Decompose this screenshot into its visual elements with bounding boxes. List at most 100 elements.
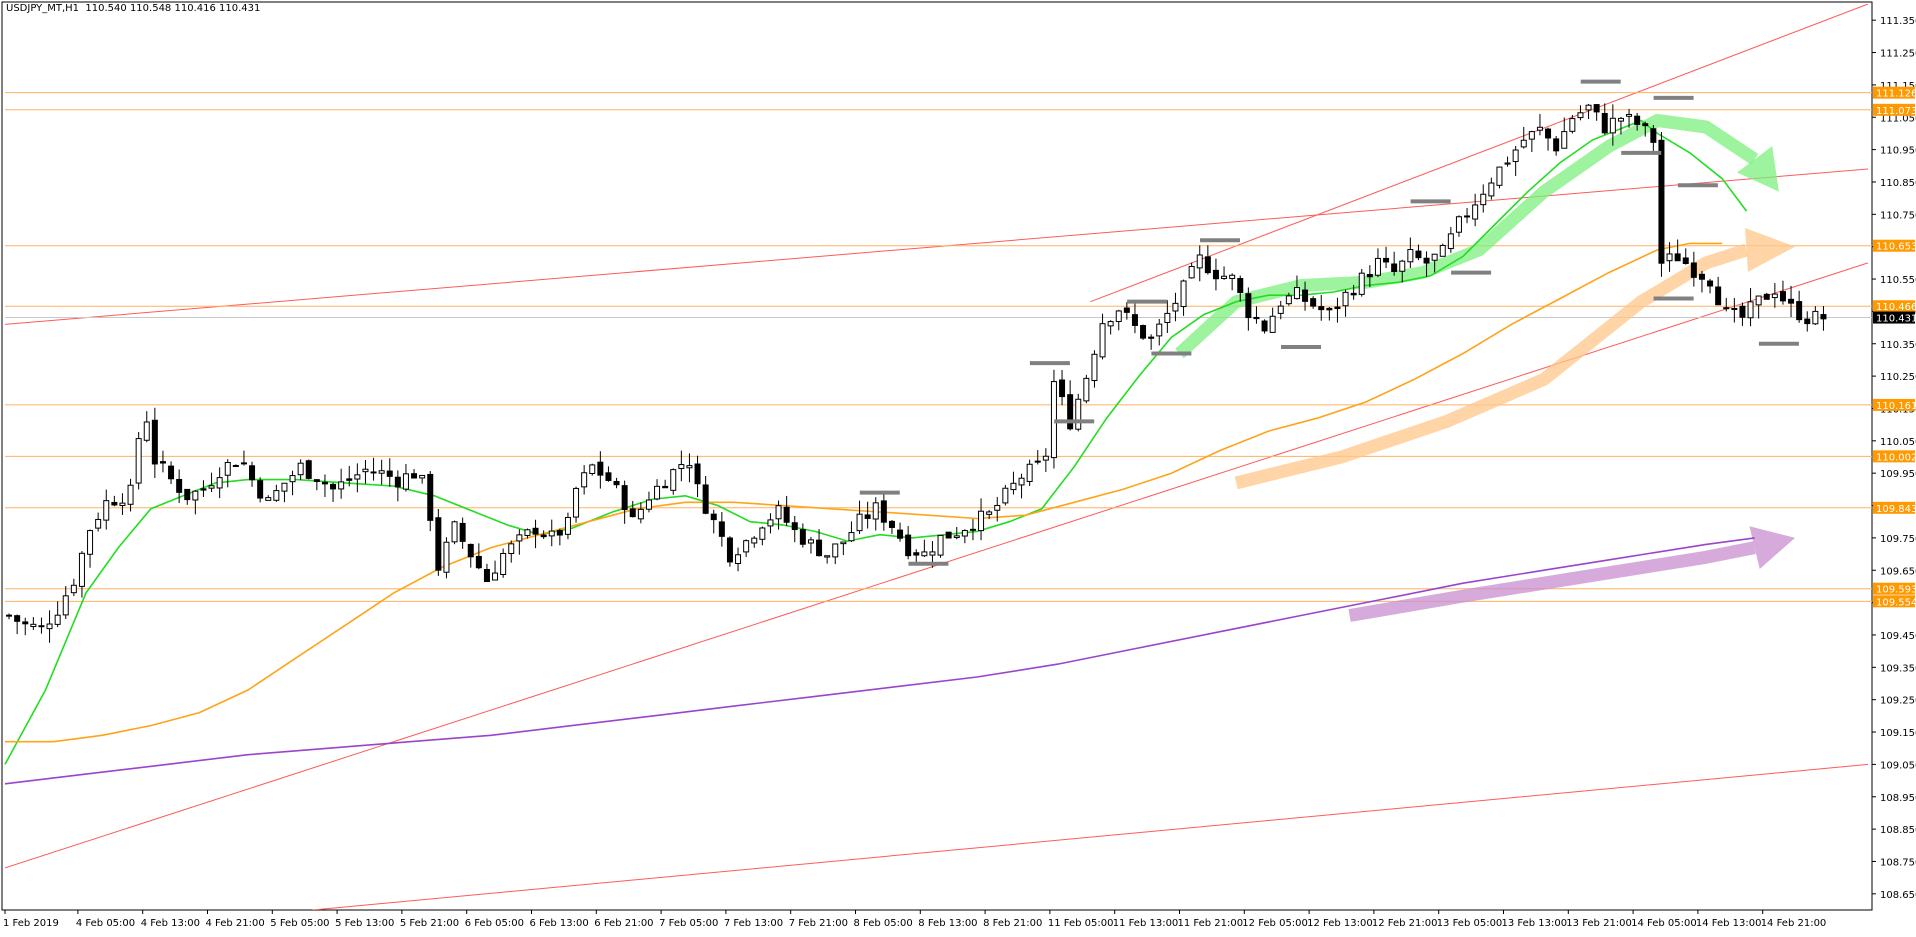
candle-body <box>888 520 895 528</box>
candle-body <box>451 521 458 543</box>
candle-body <box>1739 305 1746 318</box>
level-price-tag <box>1873 582 1915 595</box>
candle-body <box>1666 253 1673 262</box>
candle-body <box>581 472 588 488</box>
candle-body <box>1642 123 1649 127</box>
trend-arrow-shaft <box>1234 243 1749 490</box>
candle-body <box>1512 149 1519 163</box>
candle-body <box>629 508 636 518</box>
y-axis-tick-label: 109.350 <box>1880 663 1916 674</box>
candle-body <box>103 500 110 521</box>
candle-body <box>791 522 798 531</box>
candle-body <box>1480 193 1487 206</box>
candle-body <box>1002 487 1009 504</box>
candle-body <box>848 532 855 542</box>
candle-body <box>564 516 571 535</box>
candle-body <box>816 539 823 557</box>
candle-body <box>1091 353 1098 382</box>
candle-body <box>694 463 701 485</box>
candle-body <box>799 529 806 545</box>
candle-body <box>1763 293 1770 300</box>
candle-body <box>1342 291 1349 307</box>
candle-body <box>483 569 490 582</box>
candle-body <box>1067 394 1074 430</box>
trend-arrow-head <box>1749 526 1796 569</box>
x-axis-tick-label: 8 Feb 05:00 <box>854 918 913 929</box>
x-axis-tick-label: 12 Feb 13:00 <box>1307 918 1373 929</box>
candle-body <box>621 485 628 511</box>
candle-body <box>1472 204 1479 220</box>
candle-body <box>176 478 183 493</box>
candle-body <box>743 540 750 553</box>
candle-body <box>1561 131 1568 149</box>
candle-body <box>1536 126 1543 131</box>
candle-body <box>46 623 53 630</box>
candle-body <box>119 502 126 507</box>
candle-body <box>281 482 288 492</box>
trend-arrow-shaft <box>1175 114 1759 359</box>
y-axis-tick-label: 111.050 <box>1880 113 1916 124</box>
candle-body <box>1285 295 1292 305</box>
candle-body <box>1820 314 1827 320</box>
y-axis-tick-label: 110.350 <box>1880 340 1916 351</box>
candle-body <box>556 530 563 536</box>
candle-body <box>232 464 239 467</box>
candle-body <box>1715 286 1722 306</box>
y-axis-tick-label: 109.950 <box>1880 469 1916 480</box>
y-axis-tick-label: 108.950 <box>1880 793 1916 804</box>
candle-body <box>1617 117 1624 122</box>
candle-body <box>192 490 199 501</box>
candle-body <box>1439 244 1446 257</box>
candle-body <box>492 572 499 581</box>
candle-body <box>1723 307 1730 310</box>
candle-body <box>961 530 968 537</box>
candle-body <box>257 480 264 499</box>
x-axis-tick-label: 11 Feb 05:00 <box>1048 918 1114 929</box>
x-axis-tick-label: 11 Feb 21:00 <box>1178 918 1244 929</box>
candle-body <box>1771 293 1778 299</box>
y-axis-tick-label: 109.250 <box>1880 696 1916 707</box>
candle-body <box>435 517 442 571</box>
candle-body <box>1059 379 1066 398</box>
x-axis-tick-label: 8 Feb 13:00 <box>918 918 977 929</box>
candle-body <box>1698 273 1705 280</box>
candle-body <box>767 519 774 527</box>
candle-body <box>14 615 21 622</box>
candle-body <box>1423 257 1430 264</box>
x-axis-tick-label: 12 Feb 05:00 <box>1242 918 1308 929</box>
level-price-tag-label: 110.161 <box>1876 401 1916 412</box>
candle-body <box>321 481 328 485</box>
x-axis-tick-label: 13 Feb 05:00 <box>1437 918 1503 929</box>
candle-body <box>127 484 134 505</box>
candle-body <box>654 485 661 500</box>
candle-body <box>1302 289 1309 302</box>
candle-body <box>224 461 231 476</box>
candle-body <box>1488 182 1495 197</box>
candle-body <box>1350 292 1357 296</box>
candle-body <box>1269 315 1276 333</box>
candle-body <box>840 541 847 545</box>
candle-body <box>1326 307 1333 311</box>
x-axis-tick-label: 11 Feb 13:00 <box>1113 918 1179 929</box>
x-axis-tick-label: 12 Feb 21:00 <box>1372 918 1438 929</box>
candle-body <box>759 527 766 540</box>
candle-body <box>370 471 377 474</box>
candle-body <box>143 421 150 441</box>
candle-body <box>78 552 85 587</box>
candle-body <box>516 534 523 542</box>
candle-body <box>87 530 94 555</box>
candle-body <box>1399 260 1406 272</box>
candle-body <box>54 614 61 625</box>
x-axis-tick-label: 5 Feb 21:00 <box>400 918 459 929</box>
candle-body <box>338 481 345 490</box>
candle-body <box>1310 298 1317 307</box>
x-axis-tick-label: 4 Feb 13:00 <box>141 918 200 929</box>
candle-body <box>929 551 936 556</box>
y-axis-tick-label: 109.750 <box>1880 534 1916 545</box>
candle-body <box>330 483 337 490</box>
candle-body <box>151 419 158 465</box>
x-axis-tick-label: 6 Feb 13:00 <box>530 918 589 929</box>
trend-arrow-shaft <box>1348 541 1756 622</box>
